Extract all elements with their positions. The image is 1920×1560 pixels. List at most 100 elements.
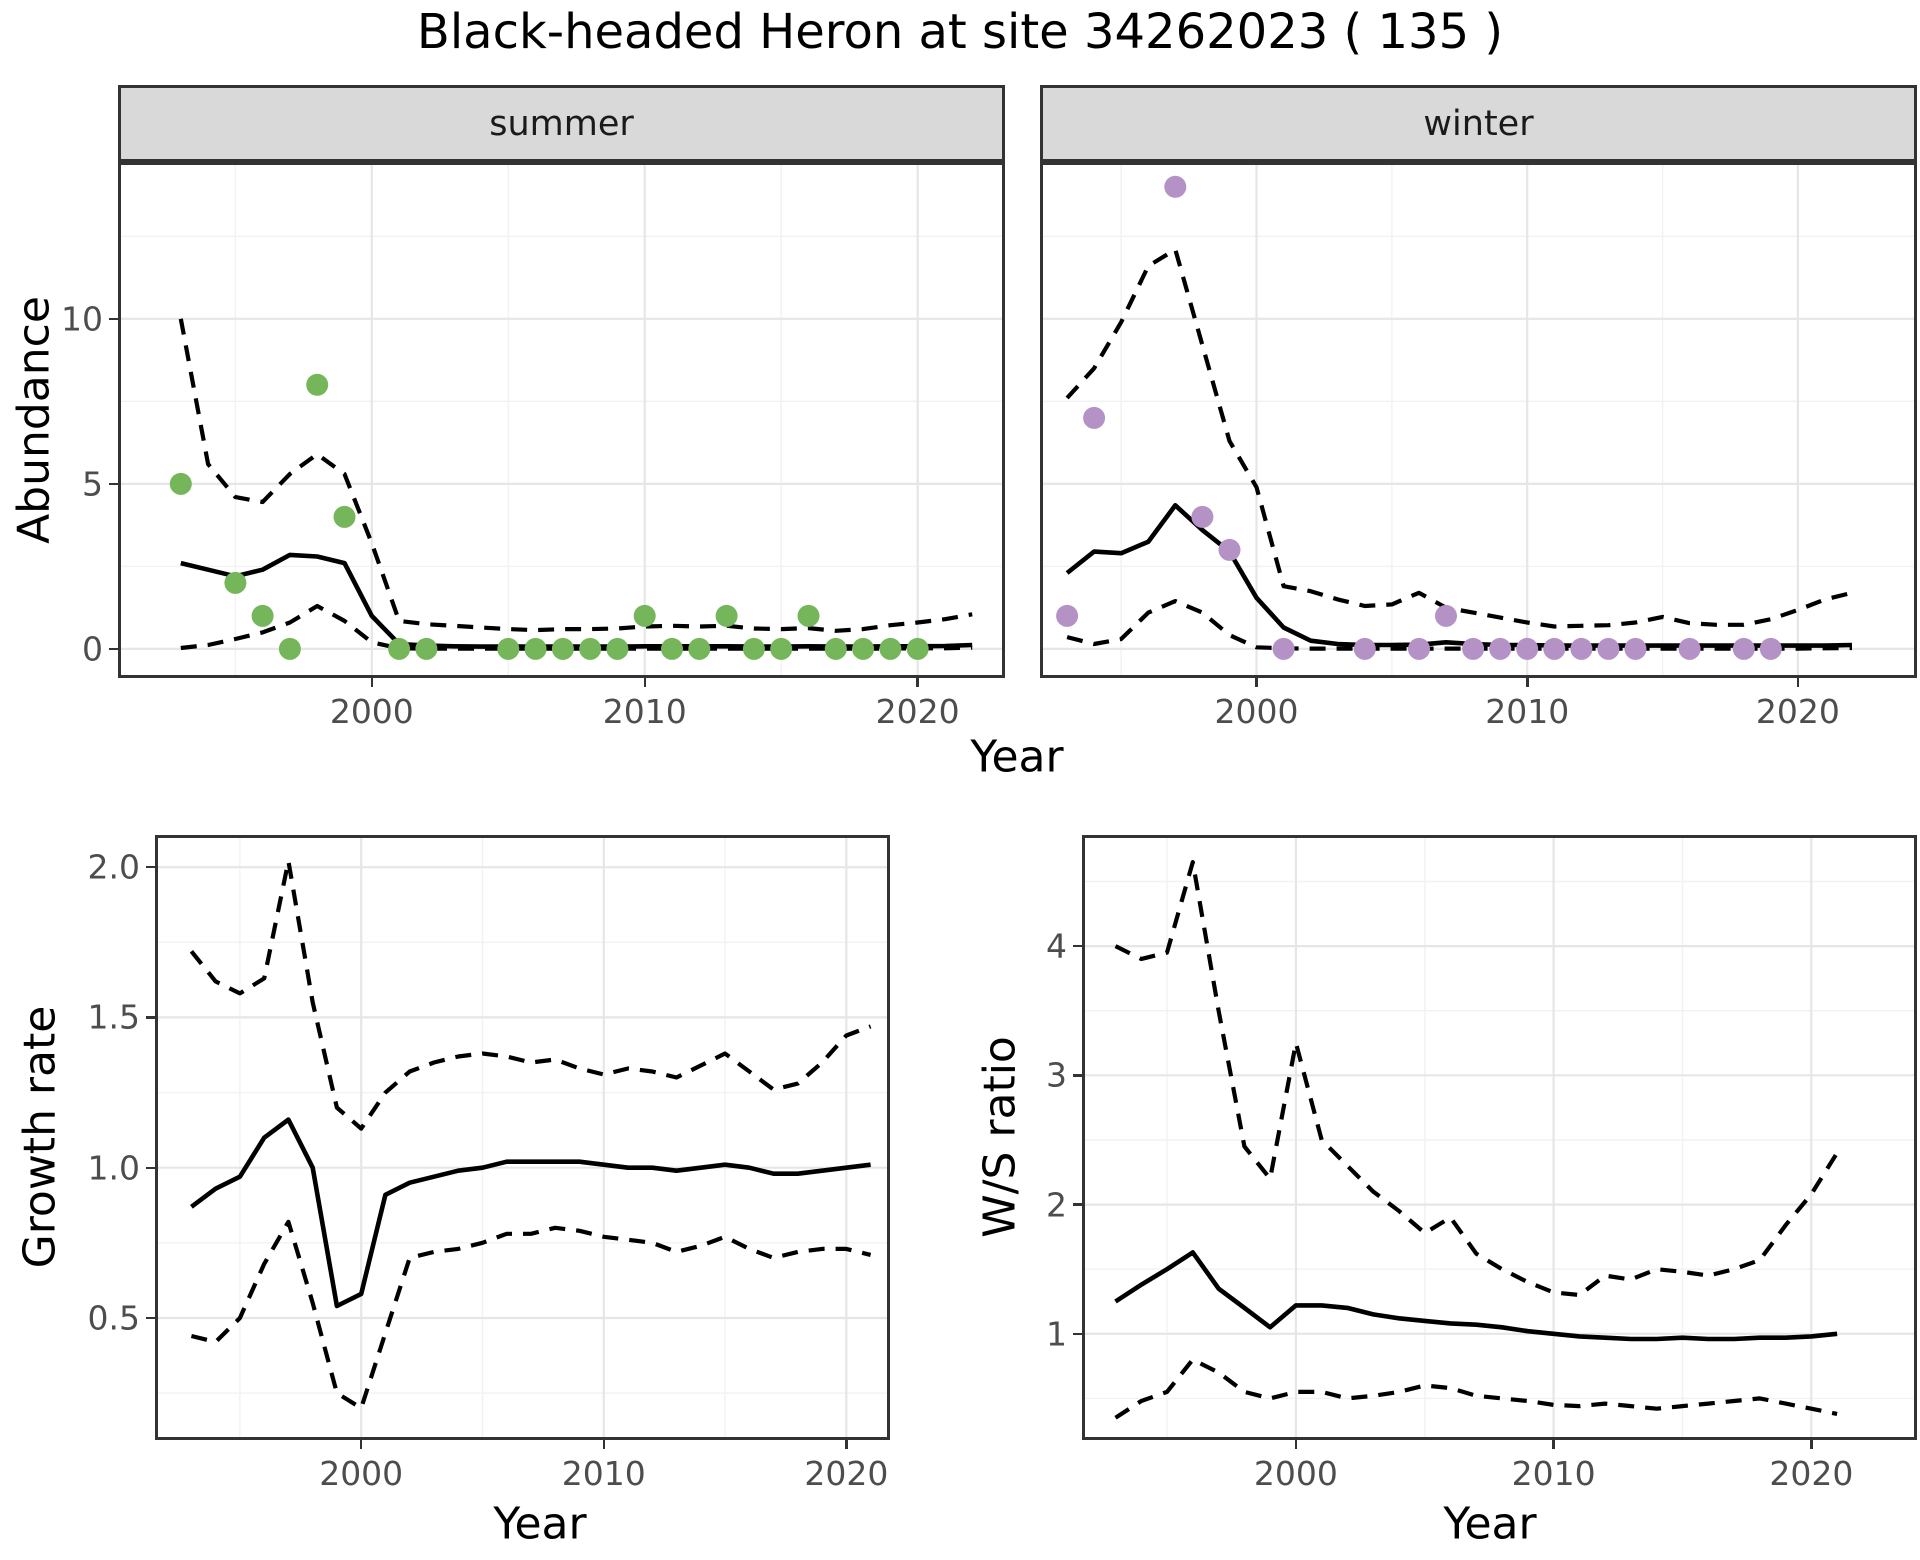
y-tick-mark	[1073, 944, 1082, 948]
data-point	[251, 604, 274, 627]
x-tick-mark	[359, 1440, 363, 1449]
x-tick-label: 2010	[1511, 1454, 1596, 1493]
data-point	[879, 637, 902, 660]
upper-ci-line	[189, 859, 872, 1131]
y-tick-label: 1.0	[87, 1148, 140, 1188]
x-tick-label: 2020	[875, 692, 960, 731]
data-point	[1164, 175, 1187, 198]
data-point	[1218, 538, 1241, 561]
data-point	[852, 637, 875, 660]
panel-border	[1040, 162, 1917, 678]
facet-strip-summer: summer	[118, 85, 1005, 162]
y-tick-mark	[1073, 1074, 1082, 1077]
y-tick-mark	[1073, 1203, 1082, 1206]
data-point	[169, 472, 192, 495]
data-point	[1678, 637, 1701, 660]
x-tick-mark	[1810, 1440, 1813, 1449]
y-tick-mark	[146, 1016, 155, 1019]
data-points	[1056, 175, 1782, 660]
y-axis-title-abundance: Abundance	[8, 296, 60, 544]
upper-ci-line	[1114, 860, 1839, 1298]
growth-rate-chart	[155, 835, 890, 1440]
estimate-line	[190, 1117, 871, 1309]
x-axis-title-ws: Year	[1443, 1498, 1537, 1550]
upper-ci-line	[178, 318, 973, 633]
data-point	[1462, 637, 1485, 660]
plot-title: Black-headed Heron at site 34262023 ( 13…	[416, 4, 1504, 60]
data-point	[1543, 637, 1566, 660]
data-point	[742, 637, 765, 660]
data-point	[1353, 637, 1376, 660]
x-tick-label: 2000	[1253, 1454, 1338, 1493]
y-tick-mark	[146, 1166, 155, 1169]
data-point	[278, 637, 301, 660]
x-tick-label: 2000	[329, 692, 414, 731]
facet-strip-winter-label: winter	[1423, 103, 1534, 144]
data-point	[1597, 637, 1620, 660]
gridlines-major	[155, 835, 890, 1440]
data-point	[388, 637, 411, 660]
data-point	[688, 637, 711, 660]
y-tick-label: 2	[1046, 1185, 1067, 1225]
x-tick-label: 2000	[319, 1454, 404, 1493]
data-point	[661, 637, 683, 660]
data-point	[1516, 637, 1539, 660]
data-point	[1570, 637, 1593, 660]
data-point	[497, 637, 520, 660]
y-axis-title-ws: W/S ratio	[974, 1036, 1026, 1238]
data-point	[1489, 637, 1512, 660]
data-points	[169, 373, 929, 660]
x-axis-title-growth: Year	[493, 1498, 587, 1550]
x-tick-mark	[916, 678, 919, 687]
y-tick-label: 0	[82, 629, 103, 669]
panel-border	[118, 162, 1005, 678]
data-point	[1083, 406, 1106, 429]
data-point	[1759, 637, 1782, 660]
x-tick-mark	[1255, 678, 1258, 687]
x-tick-mark	[845, 1440, 848, 1449]
gridlines-minor	[1040, 162, 1917, 678]
y-tick-label: 10	[61, 299, 103, 339]
x-tick-label: 2020	[1755, 692, 1840, 731]
x-tick-label: 2020	[1769, 1454, 1854, 1493]
x-tick-mark	[1294, 1440, 1298, 1449]
gridlines-minor	[155, 835, 890, 1440]
panel-border	[1082, 835, 1917, 1440]
x-tick-label: 2010	[602, 692, 687, 731]
y-tick-label: 5	[82, 464, 103, 504]
ws-ratio-chart	[1082, 835, 1917, 1440]
facet-strip-winter: winter	[1040, 85, 1917, 162]
x-tick-label: 2020	[804, 1454, 889, 1493]
y-tick-mark	[146, 1316, 155, 1320]
data-point	[1408, 637, 1430, 660]
x-tick-label: 2000	[1214, 692, 1299, 731]
data-point	[1732, 637, 1755, 660]
x-tick-mark	[370, 678, 374, 687]
data-point	[1056, 604, 1079, 627]
x-tick-label: 2010	[1485, 692, 1570, 731]
data-point	[824, 637, 847, 660]
lower-ci-line	[190, 1219, 872, 1411]
data-point	[1272, 637, 1295, 660]
x-tick-label: 2010	[561, 1454, 646, 1493]
lower-ci-line	[1114, 1357, 1838, 1420]
data-point	[524, 637, 547, 660]
lower-ci-line	[1066, 599, 1853, 651]
data-point	[551, 637, 574, 660]
y-tick-mark	[109, 482, 118, 486]
data-point	[1191, 505, 1214, 528]
y-tick-mark	[109, 317, 118, 321]
y-tick-label: 1.5	[87, 997, 140, 1037]
y-tick-mark	[1073, 1332, 1082, 1336]
data-point	[606, 637, 629, 660]
y-tick-label: 2.0	[87, 847, 140, 887]
y-tick-label: 4	[1046, 926, 1067, 966]
data-point	[1624, 637, 1647, 660]
y-tick-label: 3	[1046, 1055, 1067, 1095]
y-axis-title-growth: Growth rate	[14, 1005, 66, 1269]
x-tick-mark	[1796, 678, 1800, 687]
x-tick-mark	[1526, 678, 1529, 687]
y-tick-label: 0.5	[87, 1298, 140, 1338]
facet-strip-summer-label: summer	[489, 103, 634, 144]
